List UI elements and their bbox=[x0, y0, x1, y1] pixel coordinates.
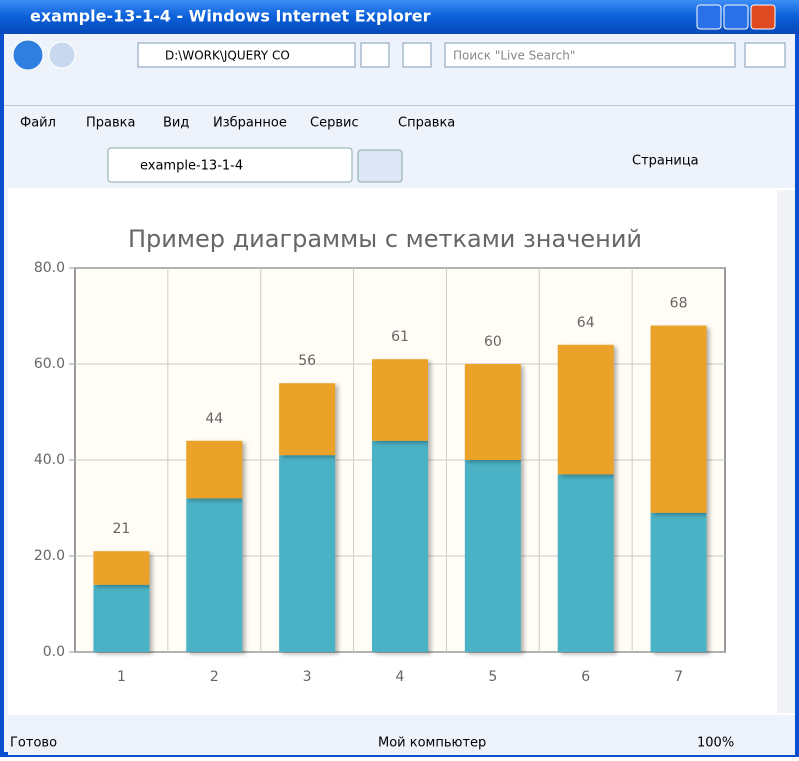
menu-item[interactable]: Вид bbox=[163, 116, 189, 131]
window-title: example-13-1-4 - Windows Internet Explor… bbox=[30, 7, 431, 26]
y-tick-label: 20.0 bbox=[34, 548, 65, 564]
address-text: D:\WORK\JQUERY CO bbox=[165, 49, 290, 63]
close-button[interactable] bbox=[751, 5, 775, 29]
total-label: 56 bbox=[298, 353, 316, 369]
total-label: 60 bbox=[484, 334, 502, 350]
bar bbox=[465, 364, 521, 460]
bar bbox=[279, 383, 335, 455]
search-button[interactable] bbox=[745, 43, 785, 67]
zoom-text[interactable]: 100% bbox=[697, 736, 734, 751]
bar bbox=[651, 326, 707, 513]
tab-title: example-13-1-4 bbox=[140, 159, 243, 174]
search-placeholder: Поиск "Live Search" bbox=[453, 49, 575, 63]
bar bbox=[93, 551, 149, 585]
status-text: Готово bbox=[10, 736, 57, 751]
x-tick-label: 6 bbox=[581, 669, 590, 685]
y-tick-label: 0.0 bbox=[43, 644, 65, 660]
bar bbox=[186, 441, 242, 499]
stop-button[interactable] bbox=[403, 43, 431, 67]
x-tick-label: 1 bbox=[117, 669, 126, 685]
x-tick-label: 5 bbox=[488, 669, 497, 685]
new-tab[interactable] bbox=[358, 150, 402, 182]
menu-item[interactable]: Сервис bbox=[310, 116, 359, 131]
minimize-button[interactable] bbox=[697, 5, 721, 29]
bar bbox=[558, 474, 614, 652]
x-tick-label: 2 bbox=[210, 669, 219, 685]
total-label: 44 bbox=[205, 411, 223, 427]
bar bbox=[279, 455, 335, 652]
back-button[interactable] bbox=[13, 40, 43, 70]
chart: Пример диаграммы с метками значений 0.0 2… bbox=[34, 225, 725, 685]
menu-item[interactable]: Правка bbox=[86, 116, 135, 131]
menu-item[interactable]: Справка bbox=[398, 116, 455, 131]
y-tick-label: 40.0 bbox=[34, 452, 65, 468]
x-tick-label: 3 bbox=[303, 669, 312, 685]
y-tick-label: 60.0 bbox=[34, 356, 65, 372]
total-label: 68 bbox=[670, 296, 688, 312]
maximize-button[interactable] bbox=[724, 5, 748, 29]
total-label: 61 bbox=[391, 329, 409, 345]
bar bbox=[186, 498, 242, 652]
chart-title: Пример диаграммы с метками значений bbox=[128, 225, 642, 253]
x-tick-label: 4 bbox=[396, 669, 405, 685]
forward-button[interactable] bbox=[49, 42, 75, 68]
menu-item[interactable]: Избранное bbox=[213, 116, 287, 131]
bar bbox=[372, 441, 428, 652]
x-tick-label: 7 bbox=[674, 669, 683, 685]
total-label: 64 bbox=[577, 315, 595, 331]
bar bbox=[93, 585, 149, 652]
zone-text: Мой компьютер bbox=[378, 736, 486, 751]
separator bbox=[4, 105, 795, 106]
browser-window: example-13-1-4 - Windows Internet Explor… bbox=[0, 0, 799, 757]
menu-item[interactable]: Файл bbox=[20, 116, 56, 131]
bar bbox=[558, 345, 614, 475]
refresh-button[interactable] bbox=[361, 43, 389, 67]
bar bbox=[651, 513, 707, 652]
bar bbox=[372, 359, 428, 441]
scrollbar[interactable] bbox=[777, 190, 795, 713]
y-tick-label: 80.0 bbox=[34, 260, 65, 276]
total-label: 21 bbox=[113, 521, 131, 537]
bar bbox=[465, 460, 521, 652]
page-button[interactable]: Страница bbox=[632, 154, 699, 169]
